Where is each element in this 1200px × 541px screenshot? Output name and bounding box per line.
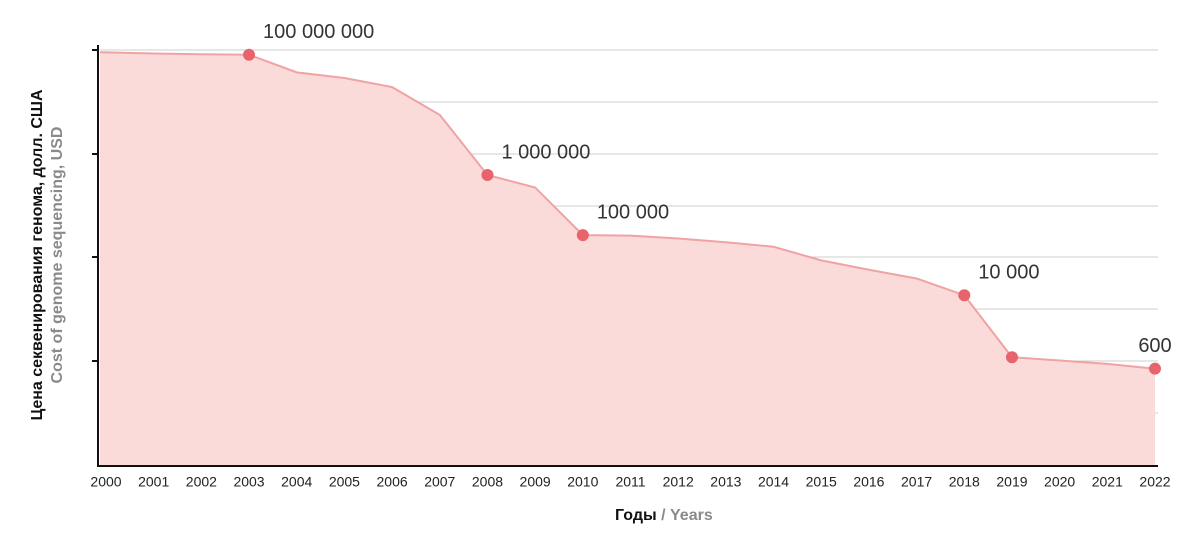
data-point bbox=[1149, 362, 1161, 375]
x-tick-label: 2009 bbox=[520, 474, 551, 490]
x-tick-label: 2001 bbox=[138, 474, 169, 490]
data-point bbox=[243, 48, 256, 61]
data-point bbox=[958, 289, 971, 302]
data-point bbox=[576, 229, 589, 242]
data-point bbox=[1005, 351, 1018, 364]
y-axis-title: Цена секвенирования генома, долл. США bbox=[29, 89, 46, 421]
x-tick-label: 2017 bbox=[901, 474, 932, 490]
x-tick-label: 2007 bbox=[424, 474, 455, 490]
x-tick-label: 2020 bbox=[1044, 474, 1075, 490]
x-axis-title-ru: Годы bbox=[615, 507, 657, 524]
data-point bbox=[481, 168, 494, 181]
data-label: 10 000 bbox=[978, 262, 1039, 284]
data-label: 100 000 bbox=[597, 201, 669, 223]
line bbox=[99, 51, 1156, 370]
x-tick-label: 2014 bbox=[758, 474, 789, 490]
x-axis-title: Годы / Years bbox=[615, 507, 713, 524]
x-tick-label: 2011 bbox=[615, 474, 645, 490]
x-tick-label: 2008 bbox=[472, 474, 503, 490]
x-tick-label: 2015 bbox=[806, 474, 837, 490]
area bbox=[100, 52, 1155, 465]
x-axis-title-en: / Years bbox=[661, 507, 713, 524]
axes bbox=[92, 45, 1158, 467]
x-tick-label: 2010 bbox=[567, 474, 598, 490]
x-tick-label: 2004 bbox=[281, 474, 312, 490]
data-label: 1 000 000 bbox=[501, 141, 590, 163]
x-tick-label: 2006 bbox=[377, 474, 408, 490]
x-tick-label: 2012 bbox=[663, 474, 694, 490]
y-axis-title-en: Cost of genome sequencing, USD bbox=[49, 127, 66, 384]
x-tick-label: 2021 bbox=[1092, 474, 1123, 490]
x-tick-label: 2019 bbox=[996, 474, 1027, 490]
x-tick-label: 2022 bbox=[1139, 474, 1170, 490]
x-tick-label: 2016 bbox=[853, 474, 884, 490]
x-tick-label: 2013 bbox=[710, 474, 741, 490]
plot bbox=[99, 48, 1161, 465]
x-tick-label: 2003 bbox=[233, 474, 264, 490]
x-tick-label: 2018 bbox=[949, 474, 980, 490]
x-tick-label: 2000 bbox=[90, 474, 121, 490]
data-label: 600 bbox=[1138, 335, 1171, 357]
x-tick-label: 2005 bbox=[329, 474, 360, 490]
data-label: 100 000 000 bbox=[263, 21, 374, 43]
x-tick-label: 2002 bbox=[186, 474, 217, 490]
